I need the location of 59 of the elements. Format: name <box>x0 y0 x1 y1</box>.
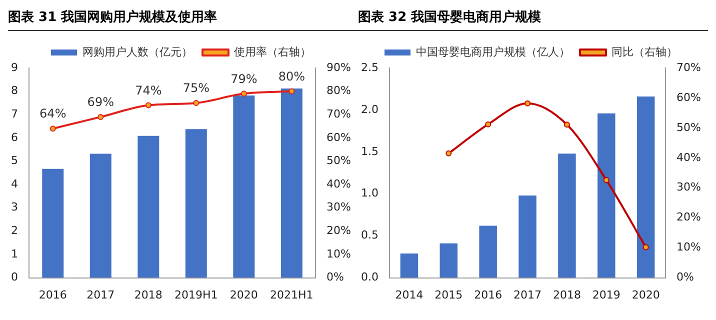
y2-tick-label: 60% <box>676 90 702 104</box>
x-tick-label: 2016 <box>38 288 67 302</box>
x-tick-label: 2018 <box>552 288 581 302</box>
x-tick-label: 2017 <box>86 288 115 302</box>
y-tick-label: 1.5 <box>360 144 378 158</box>
legend-label: 网购用户人数（亿元） <box>82 45 192 58</box>
data-label: 79% <box>230 72 258 86</box>
x-tick-label: 2020 <box>230 288 258 302</box>
x-tick-label: 2019 <box>592 288 620 302</box>
y-tick-label: 0.0 <box>360 270 378 284</box>
y-tick-label: 5 <box>11 154 18 168</box>
y2-tick-label: 90% <box>326 60 352 74</box>
y2-tick-label: 40% <box>326 177 352 190</box>
y-tick-label: 1.0 <box>360 186 378 200</box>
y-tick-label: 0 <box>11 270 18 284</box>
legend-label: 中国母婴电商用户规模（亿人） <box>416 45 570 58</box>
y2-tick-label: 50% <box>326 154 352 168</box>
y-tick-label: 8 <box>11 84 18 98</box>
y-tick-label: 4 <box>11 177 18 190</box>
y-tick-label: 6 <box>11 130 18 144</box>
y2-tick-label: 50% <box>676 120 702 134</box>
x-tick-label: 2016 <box>474 288 502 302</box>
data-label: 75% <box>182 81 210 96</box>
y-tick-label: 2.0 <box>360 102 378 116</box>
x-tick-label: 2019H1 <box>174 288 218 302</box>
chart-title: 图表 31 我国网购用户规模及使用率 <box>8 8 358 31</box>
y-tick-label: 7 <box>11 107 18 120</box>
y-tick-label: 1 <box>11 247 18 260</box>
data-label: 69% <box>87 95 114 110</box>
x-tick-label: 2014 <box>395 288 424 302</box>
x-tick-label: 2020 <box>632 288 660 302</box>
legend-label: 使用率（右轴） <box>234 45 311 58</box>
y2-tick-label: 40% <box>676 150 702 164</box>
y2-tick-label: 70% <box>676 60 702 74</box>
x-tick-label: 2021H1 <box>270 288 314 302</box>
y2-tick-label: 30% <box>676 180 702 194</box>
y2-tick-label: 10% <box>326 247 352 260</box>
chart-title: 图表 32 我国母婴电商用户规模 <box>358 8 708 31</box>
y2-tick-label: 20% <box>676 210 702 224</box>
y2-tick-label: 60% <box>326 130 352 144</box>
y-tick-label: 0.5 <box>360 228 378 242</box>
y2-tick-label: 30% <box>326 200 352 214</box>
y2-tick-label: 70% <box>326 107 352 120</box>
y2-tick-label: 0% <box>676 270 694 284</box>
y2-tick-label: 80% <box>326 84 352 98</box>
x-tick-label: 2018 <box>134 288 162 302</box>
legend-label: 同比（右轴） <box>612 45 678 58</box>
data-label: 80% <box>278 69 306 84</box>
y-tick-label: 9 <box>11 60 18 74</box>
y-tick-label: 3 <box>11 200 18 214</box>
y-tick-label: 2.5 <box>360 60 378 74</box>
x-tick-label: 2017 <box>514 288 542 302</box>
y2-tick-label: 20% <box>326 224 352 238</box>
y2-tick-label: 10% <box>676 240 702 254</box>
y-tick-label: 2 <box>11 224 18 238</box>
x-tick-label: 2015 <box>434 288 463 302</box>
data-label: 64% <box>40 106 66 121</box>
y2-tick-label: 0% <box>326 270 344 284</box>
data-label: 74% <box>135 83 162 98</box>
